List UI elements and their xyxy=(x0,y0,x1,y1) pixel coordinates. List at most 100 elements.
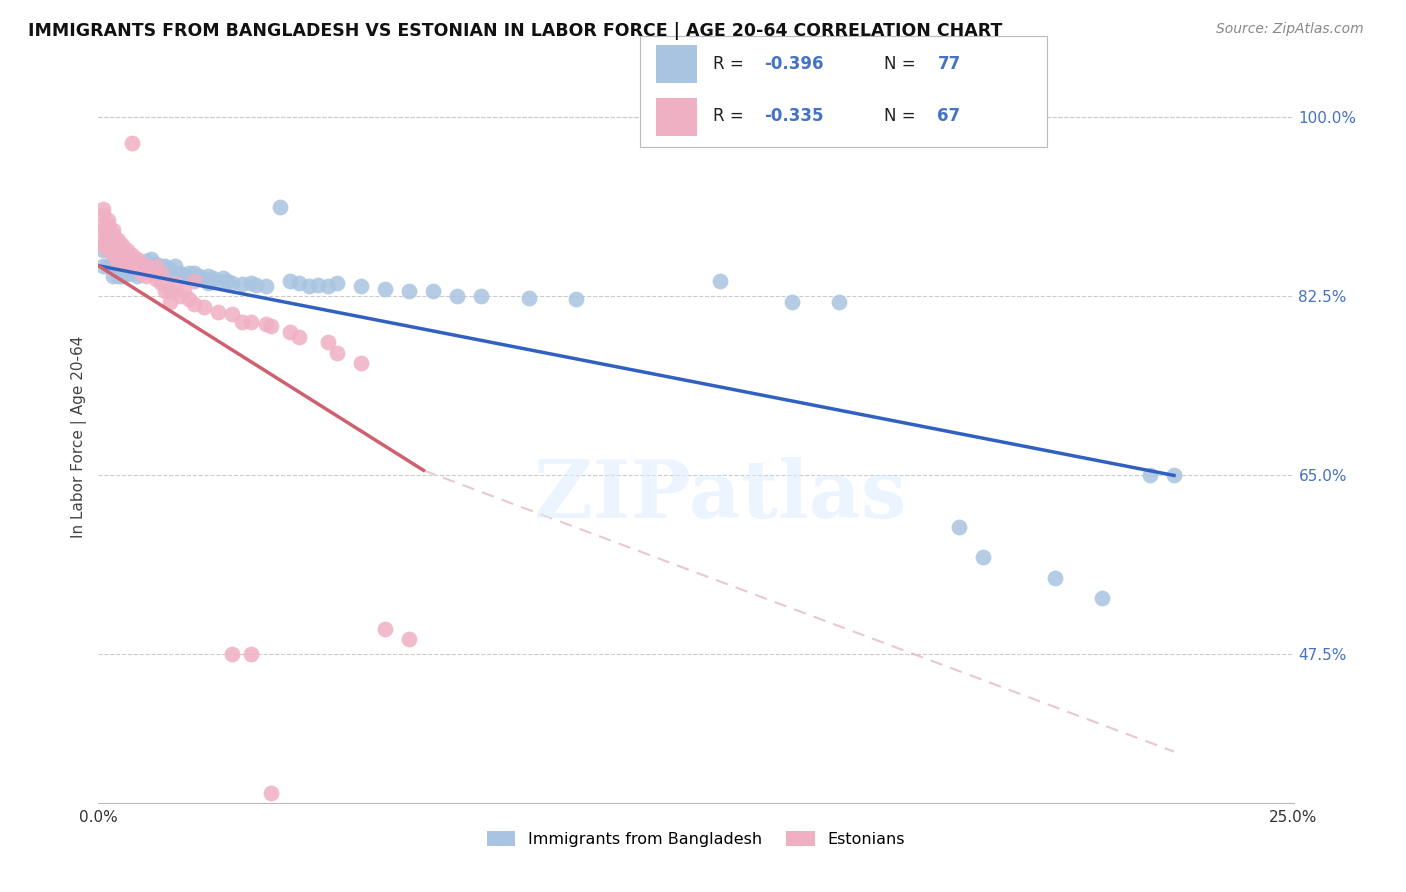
Point xyxy=(316,279,339,293)
Point xyxy=(221,307,243,321)
Point xyxy=(111,264,134,278)
Point xyxy=(121,252,143,266)
Point xyxy=(121,248,143,262)
Point xyxy=(240,315,263,329)
Point xyxy=(179,266,201,280)
Point xyxy=(111,248,134,262)
Point xyxy=(288,276,311,290)
Point xyxy=(1091,591,1114,606)
Point xyxy=(111,259,134,273)
Point xyxy=(173,285,195,299)
Point xyxy=(111,238,134,252)
Point xyxy=(107,238,129,252)
Point xyxy=(91,202,114,217)
Point xyxy=(1163,468,1185,483)
Point xyxy=(948,519,970,533)
Point xyxy=(155,259,177,273)
Point xyxy=(197,276,219,290)
Point xyxy=(125,268,148,283)
Point xyxy=(350,356,373,370)
Text: R =: R = xyxy=(713,107,749,125)
Point xyxy=(97,259,120,273)
Text: N =: N = xyxy=(884,54,921,72)
Point xyxy=(101,227,124,242)
Point xyxy=(828,294,851,309)
Text: 77: 77 xyxy=(938,54,960,72)
Point xyxy=(374,282,396,296)
Point xyxy=(121,266,143,280)
Point xyxy=(155,285,177,299)
Point xyxy=(221,648,243,662)
Point xyxy=(187,268,209,283)
Point xyxy=(254,279,277,293)
Point xyxy=(278,325,301,339)
Point xyxy=(91,259,114,273)
Text: -0.335: -0.335 xyxy=(763,107,824,125)
Point xyxy=(139,252,162,266)
Point xyxy=(149,266,172,280)
Point xyxy=(398,285,420,299)
Point xyxy=(207,274,229,288)
Point xyxy=(517,292,540,306)
Point xyxy=(245,278,267,293)
Point xyxy=(316,335,339,350)
Point xyxy=(179,293,201,307)
Point xyxy=(221,276,243,290)
Point xyxy=(135,259,157,273)
Point xyxy=(780,294,803,309)
Point xyxy=(97,238,120,252)
Point xyxy=(115,261,138,276)
Point xyxy=(422,285,444,299)
Point xyxy=(1043,571,1066,585)
Point xyxy=(97,212,120,227)
Point xyxy=(269,201,291,215)
Point xyxy=(107,233,129,247)
Point xyxy=(183,266,205,280)
Point xyxy=(169,289,191,303)
Point xyxy=(470,289,492,303)
Point xyxy=(231,277,253,292)
Point xyxy=(398,632,420,647)
Bar xyxy=(657,45,697,83)
Point xyxy=(159,268,181,283)
Point xyxy=(159,261,181,276)
Point xyxy=(350,279,373,293)
Point xyxy=(446,289,468,303)
Bar xyxy=(657,98,697,136)
Point xyxy=(121,255,143,269)
Point xyxy=(115,252,138,266)
Legend: Immigrants from Bangladesh, Estonians: Immigrants from Bangladesh, Estonians xyxy=(481,824,911,854)
Point xyxy=(207,305,229,319)
Point xyxy=(97,223,120,237)
Point xyxy=(107,253,129,268)
Point xyxy=(115,267,138,281)
Text: 67: 67 xyxy=(938,107,960,125)
Text: N =: N = xyxy=(884,107,921,125)
Point xyxy=(202,271,225,285)
Point xyxy=(565,293,588,307)
Point xyxy=(135,253,157,268)
Point xyxy=(278,274,301,288)
Y-axis label: In Labor Force | Age 20-64: In Labor Force | Age 20-64 xyxy=(72,336,87,538)
Point xyxy=(231,315,253,329)
Point xyxy=(101,223,124,237)
Point xyxy=(145,272,167,286)
Point xyxy=(125,261,148,276)
Point xyxy=(135,261,157,276)
Point xyxy=(101,248,124,262)
Point xyxy=(97,227,120,242)
Point xyxy=(101,238,124,252)
Point xyxy=(240,648,263,662)
Point xyxy=(125,252,148,266)
Point xyxy=(91,223,114,237)
Point xyxy=(149,259,172,273)
Point xyxy=(972,550,994,565)
Point xyxy=(111,268,134,283)
Point xyxy=(131,259,153,273)
Point xyxy=(101,268,124,283)
Point xyxy=(197,268,219,283)
Point xyxy=(91,208,114,222)
Point xyxy=(193,300,215,314)
Point xyxy=(101,244,124,258)
Point xyxy=(115,255,138,269)
